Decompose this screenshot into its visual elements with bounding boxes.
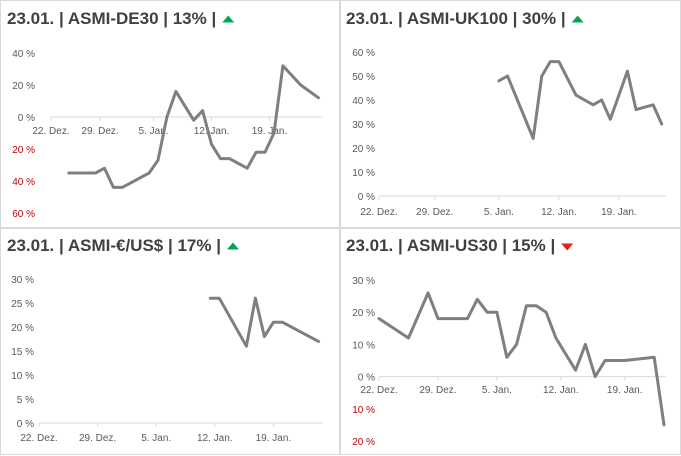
x-tick-label: 5. Jan. xyxy=(482,385,512,396)
y-tick-label: 50 % xyxy=(352,72,375,83)
trend-up-icon xyxy=(571,15,584,23)
y-tick-label: 0 % xyxy=(358,192,375,203)
chart-asmi-uk100: 23.01. | ASMI-UK100 | 30% | 60 % 50 % 40 %… xyxy=(346,9,666,218)
y-tick-label: 10 % xyxy=(352,340,375,351)
y-tick-label: 20 % xyxy=(352,144,375,155)
y-tick-label: 10 % xyxy=(11,371,34,382)
x-tick-label: 5. Jan. xyxy=(141,433,171,444)
chart-asmi-us30: 23.01. | ASMI-US30 | 15% | 30 % 20 % 10 % 0… xyxy=(346,236,666,448)
y-tick-label: 30 % xyxy=(11,275,34,286)
y-tick-label: 10 % xyxy=(352,405,375,416)
x-tick-label: 22. Dez. xyxy=(360,207,397,218)
trend-up-icon xyxy=(226,242,239,250)
y-tick-label: 20 % xyxy=(352,437,375,448)
chart-title: 23.01. | ASMI-DE30 | 13% | xyxy=(7,9,216,28)
y-tick-label: 0 % xyxy=(358,373,375,384)
y-tick-label: 0 % xyxy=(17,419,34,430)
y-tick-label: 40 % xyxy=(12,49,35,60)
x-tick-label: 22. Dez. xyxy=(32,126,69,137)
x-tick-label: 19. Jan. xyxy=(601,207,637,218)
chart-panel-asmi-us30: 23.01. | ASMI-US30 | 15% | 30 % 20 % 10 % 0… xyxy=(340,228,681,455)
y-tick-label: 30 % xyxy=(352,120,375,131)
x-tick-label: 5. Jan. xyxy=(484,207,514,218)
x-tick-label: 12. Jan. xyxy=(541,207,577,218)
chart-asmi-eur-usd: 23.01. | ASMI-€/US$ | 17% | 30 % 25 % 20 %… xyxy=(7,236,323,444)
chart-asmi-de30: 23.01. | ASMI-DE30 | 13% | 40 % 20 % 0 % 20… xyxy=(7,9,323,220)
y-tick-label: 40 % xyxy=(12,177,35,188)
chart-title: 23.01. | ASMI-US30 | 15% | xyxy=(346,236,555,255)
y-tick-label: 60 % xyxy=(352,48,375,59)
y-tick-label: 25 % xyxy=(11,299,34,310)
chart-title: 23.01. | ASMI-€/US$ | 17% | xyxy=(7,236,221,255)
series-line xyxy=(497,60,664,140)
x-tick-label: 29. Dez. xyxy=(81,126,118,137)
x-tick-label: 19. Jan. xyxy=(252,126,288,137)
series-line xyxy=(208,296,320,348)
x-tick-label: 5. Jan. xyxy=(139,126,169,137)
y-tick-label: 15 % xyxy=(11,347,34,358)
chart-title: 23.01. | ASMI-UK100 | 30% | xyxy=(346,9,566,28)
x-tick-label: 19. Jan. xyxy=(607,385,643,396)
y-tick-label: 5 % xyxy=(17,395,34,406)
x-tick-label: 22. Dez. xyxy=(360,385,397,396)
trend-down-icon xyxy=(561,243,574,251)
y-tick-label: 10 % xyxy=(352,168,375,179)
x-tick-label: 12. Jan. xyxy=(197,433,233,444)
series-line xyxy=(377,291,666,427)
y-tick-label: 30 % xyxy=(352,276,375,287)
x-tick-label: 22. Dez. xyxy=(20,433,57,444)
y-tick-label: 0 % xyxy=(18,113,35,124)
x-tick-label: 12. Jan. xyxy=(194,126,230,137)
y-tick-label: 20 % xyxy=(11,323,34,334)
y-tick-label: 20 % xyxy=(352,308,375,319)
trend-up-icon xyxy=(222,15,235,23)
chart-panel-asmi-eur-usd: 23.01. | ASMI-€/US$ | 17% | 30 % 25 % 20 %… xyxy=(0,228,340,455)
y-tick-label: 40 % xyxy=(352,96,375,107)
chart-panel-asmi-de30: 23.01. | ASMI-DE30 | 13% | 40 % 20 % 0 % 20… xyxy=(0,0,340,228)
x-tick-label: 19. Jan. xyxy=(256,433,292,444)
y-tick-label: 20 % xyxy=(12,81,35,92)
y-tick-label: 60 % xyxy=(12,209,35,220)
x-tick-label: 29. Dez. xyxy=(419,385,456,396)
y-tick-label: 20 % xyxy=(12,145,35,156)
chart-panel-asmi-uk100: 23.01. | ASMI-UK100 | 30% | 60 % 50 % 40 %… xyxy=(340,0,681,228)
x-tick-label: 29. Dez. xyxy=(79,433,116,444)
x-tick-label: 12. Jan. xyxy=(543,385,579,396)
x-tick-label: 29. Dez. xyxy=(416,207,453,218)
series-line xyxy=(67,64,320,189)
